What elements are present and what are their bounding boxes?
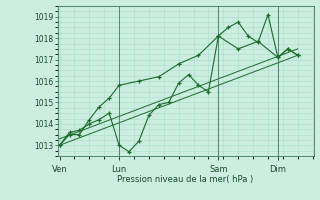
X-axis label: Pression niveau de la mer( hPa ): Pression niveau de la mer( hPa ) <box>117 175 254 184</box>
